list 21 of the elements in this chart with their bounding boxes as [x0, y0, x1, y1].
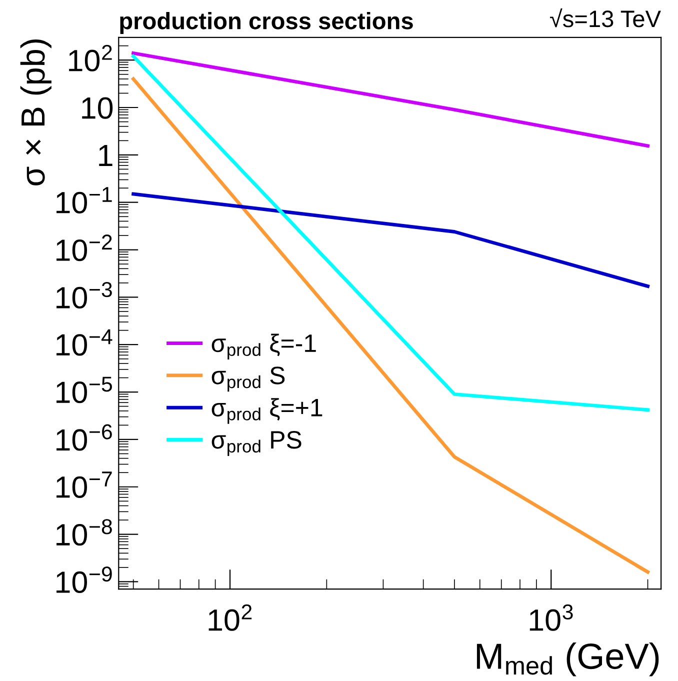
- x-axis-title: M$_{med}$ (GeV): [476, 642, 659, 676]
- y-tick-label: 1: [99, 144, 112, 166]
- legend-label: σ$_{prod}$ PS: [212, 430, 302, 456]
- legend-label: σ$_{prod}$ ξ=+1: [212, 398, 322, 424]
- y-tick-label: 10$^{−2}$: [56, 234, 112, 262]
- chart-title: production cross sections: [120, 12, 413, 34]
- y-tick-label: 10$^{−5}$: [56, 376, 112, 404]
- y-tick-label: 10$^{−3}$: [56, 282, 112, 309]
- x-tick-label: 10$^{3}$: [530, 604, 573, 631]
- legend-label: σ$_{prod}$ S: [212, 366, 285, 392]
- legend-label: σ$_{prod}$ ξ=-1: [212, 334, 316, 360]
- y-tick-label: 10$^{−7}$: [56, 472, 112, 498]
- y-tick-label: 10$^{−9}$: [56, 566, 112, 594]
- y-tick-label: 10$^{−8}$: [56, 519, 112, 546]
- text: √s=13 TeV: [550, 8, 661, 28]
- y-tick-label: 10: [82, 97, 113, 119]
- y-tick-label: 10$^{−1}$: [56, 187, 112, 214]
- y-tick-label: 10$^{2}$: [69, 44, 112, 72]
- y-tick-label: 10$^{−6}$: [56, 424, 112, 451]
- y-axis-title: σ × B (pb): [20, 40, 52, 186]
- y-tick-label: 10$^{−4}$: [56, 329, 112, 356]
